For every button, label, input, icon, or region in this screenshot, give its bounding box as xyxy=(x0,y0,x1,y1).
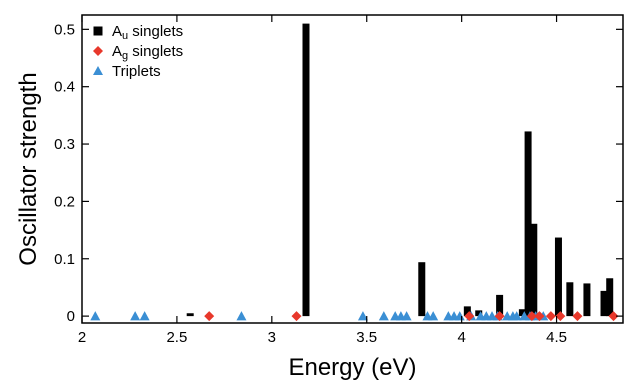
x-axis-title: Energy (eV) xyxy=(288,354,416,381)
triplet-point xyxy=(401,311,412,321)
ag-point xyxy=(494,311,505,322)
au-bar xyxy=(302,23,310,317)
ag-point xyxy=(526,311,537,322)
legend-label: Ag singlets xyxy=(112,43,183,62)
legend-label: Au singlets xyxy=(112,23,183,42)
triplet-point xyxy=(378,311,389,321)
au-bar xyxy=(186,313,194,317)
y-tick-label: 0.3 xyxy=(54,136,75,153)
ag-point xyxy=(572,311,583,322)
x-tick-label: 2 xyxy=(78,329,86,346)
x-tick-label: 3 xyxy=(268,329,276,346)
au-bar xyxy=(566,282,574,317)
ticks-layer: 2 2.5 3 3.5 4 4.5 0 0.1 0.2 0.3 0.4 0.5 xyxy=(54,15,623,346)
au-bar xyxy=(530,223,538,317)
legend-label: Triplets xyxy=(112,63,161,80)
ag-point xyxy=(608,311,619,322)
au-bar xyxy=(606,278,614,317)
au-bar xyxy=(518,309,526,317)
legend-triangle-icon xyxy=(93,66,103,75)
triplet-point xyxy=(90,311,101,321)
au-bar xyxy=(524,131,532,317)
x-tick-label: 4.5 xyxy=(546,329,567,346)
y-axis-title: Oscillator strength xyxy=(15,72,42,265)
y-tick-label: 0 xyxy=(67,308,75,325)
ag-point xyxy=(291,311,302,322)
x-tick-label: 3.5 xyxy=(356,329,377,346)
legend-diamond-icon xyxy=(93,46,103,56)
legend-square-icon xyxy=(93,26,103,36)
triplet-point xyxy=(428,311,439,321)
ag-point xyxy=(464,311,475,322)
y-tick-label: 0.4 xyxy=(54,79,75,96)
triplet-point xyxy=(357,311,368,321)
triplet-point xyxy=(454,311,465,321)
triplets-layer xyxy=(90,311,549,321)
au-bar xyxy=(418,262,426,317)
x-tick-label: 4 xyxy=(457,329,465,346)
au-bar xyxy=(554,237,562,317)
ag-point xyxy=(555,311,566,322)
au-bar xyxy=(496,294,504,317)
triplet-point xyxy=(236,311,247,321)
triplet-point xyxy=(511,311,522,321)
ag-point xyxy=(204,311,215,322)
triplet-point xyxy=(130,311,141,321)
ag-point xyxy=(534,311,545,322)
au-bar xyxy=(463,306,471,317)
y-tick-label: 0.5 xyxy=(54,21,75,38)
y-tick-label: 0.1 xyxy=(54,251,75,268)
triplet-point xyxy=(139,311,150,321)
au-bar xyxy=(600,290,608,317)
bars-layer xyxy=(186,23,614,317)
plot-frame xyxy=(81,14,624,324)
x-tick-label: 2.5 xyxy=(166,329,187,346)
ag-point xyxy=(545,311,556,322)
au-bar xyxy=(583,283,591,317)
au-bar xyxy=(475,310,483,317)
y-tick-label: 0.2 xyxy=(54,193,75,210)
ag-singlets-layer xyxy=(204,311,619,322)
